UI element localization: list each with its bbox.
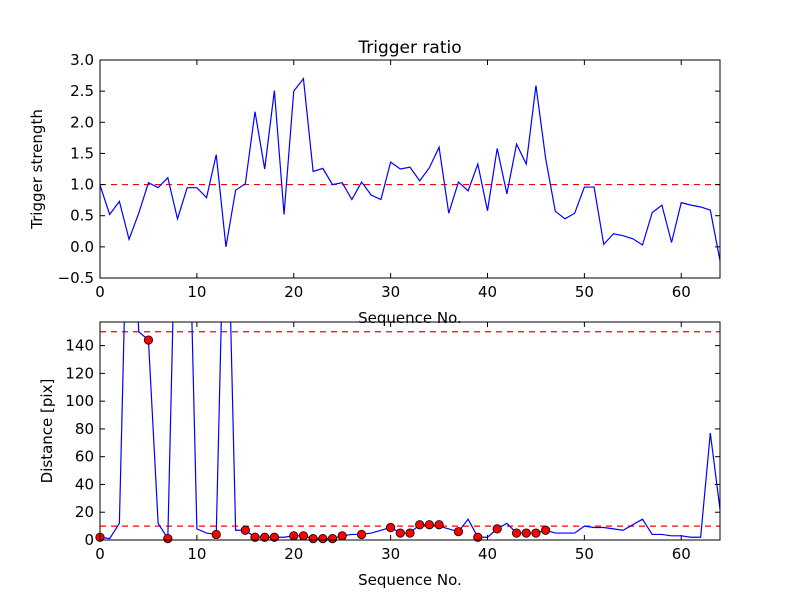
bottom-data-marker [415,520,425,530]
bottom-data-marker [511,528,522,538]
bottom-data-marker [298,531,309,541]
bottom-data-marker [308,534,318,544]
bottom-y-tick-label: 120 [65,364,94,382]
top-x-tick-label: 60 [672,283,691,301]
bottom-x-axis-label: Sequence No. [358,571,462,589]
bottom-x-tick-label: 50 [575,545,594,563]
bottom-data-marker [492,524,502,534]
bottom-data-marker [211,529,221,540]
top-chart-panel: Trigger ratio Sequence No. Trigger stren… [28,38,721,327]
bottom-data-marker [531,528,541,538]
top-x-tick-label: 0 [95,283,105,301]
top-x-tick-label: 30 [381,283,400,301]
bottom-data-marker [434,520,444,530]
top-y-tick-label: 0.0 [70,238,94,256]
bottom-x-tick-label: 20 [284,545,303,563]
bottom-data-marker [250,532,260,542]
top-plot-area [100,77,720,261]
top-x-tick-label: 20 [284,283,303,301]
bottom-axis-ticks: 0 10 20 30 40 50 60 0 20 40 60 80 100 120 140 [65,322,720,563]
top-x-tick-label: 40 [478,283,497,301]
bottom-data-marker [318,534,328,544]
top-axes-frame [99,59,721,279]
top-plot-clip-group [100,77,720,261]
bottom-data-marker [453,527,464,537]
bottom-y-tick-label: 40 [75,475,94,493]
bottom-x-tick-label: 30 [381,545,400,563]
top-y-tick-label: 0.5 [70,207,94,225]
bottom-y-tick-label: 20 [75,503,94,521]
bottom-data-marker [521,528,531,538]
top-axis-ticks: 0 10 20 30 40 50 60 −0.5 0.0 0.5 1.0 1.5 2.0 2.5 3.0 [58,51,720,301]
bottom-data-marker [163,534,173,544]
bottom-data-marker [240,525,250,535]
bottom-data-marker [473,532,483,542]
bottom-x-tick-label: 0 [95,545,105,563]
bottom-data-marker [260,532,270,542]
top-y-axis-label: Trigger strength [28,109,46,230]
top-y-tick-label: 2.0 [70,113,94,131]
bottom-data-marker [269,532,279,542]
bottom-y-tick-label: 100 [65,392,94,410]
top-y-tick-label: 1.5 [70,144,94,162]
bottom-y-tick-label: 0 [84,531,94,549]
top-y-tick-label: 1.0 [70,176,94,194]
bottom-chart-panel: Sequence No. Distance [pix] 0 10 20 30 40 50 6… [38,321,721,589]
bottom-data-marker [356,529,367,540]
bottom-y-tick-label: 140 [65,337,94,355]
top-x-tick-label: 50 [575,283,594,301]
top-y-tick-label: 2.5 [70,82,94,100]
bottom-axes-frame [99,321,721,541]
bottom-data-marker [143,335,154,345]
top-x-tick-label: 10 [187,283,206,301]
bottom-x-tick-label: 10 [187,545,206,563]
bottom-y-tick-label: 60 [75,448,94,466]
top-series-line-0 [100,77,720,261]
bottom-data-marker [541,525,551,535]
bottom-data-marker [395,528,405,538]
top-y-tick-label: −0.5 [58,269,94,287]
bottom-data-marker [337,531,347,541]
bottom-plot-area [95,322,720,544]
top-x-axis-label: Sequence No. [358,309,462,327]
bottom-y-axis-label: Distance [pix] [38,379,56,484]
bottom-data-marker [327,534,338,544]
top-chart-title: Trigger ratio [357,38,461,58]
bottom-x-tick-label: 60 [672,545,691,563]
bottom-data-marker [424,520,434,530]
bottom-data-marker [386,522,396,533]
bottom-x-tick-label: 40 [478,545,497,563]
bottom-y-tick-label: 80 [75,420,94,438]
top-y-tick-label: 3.0 [70,51,94,69]
bottom-data-marker [405,528,415,538]
